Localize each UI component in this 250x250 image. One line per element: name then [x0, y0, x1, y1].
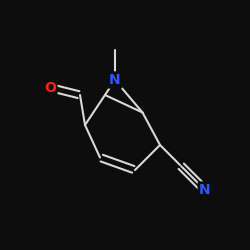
- Text: O: O: [44, 80, 56, 94]
- Text: N: N: [109, 73, 121, 87]
- Text: N: N: [199, 183, 211, 197]
